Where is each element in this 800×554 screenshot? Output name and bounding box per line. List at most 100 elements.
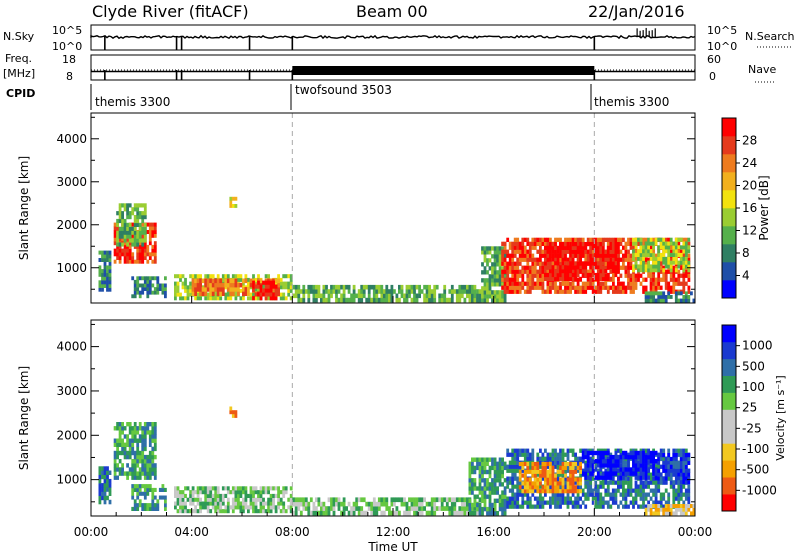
data-cell <box>400 284 404 290</box>
data-cell <box>596 484 600 489</box>
data-cell <box>468 486 472 491</box>
data-cell <box>254 505 258 510</box>
data-cell <box>483 461 487 466</box>
data-cell <box>284 285 288 290</box>
data-cell <box>138 259 142 264</box>
data-cell <box>103 269 107 274</box>
data-cell <box>128 226 132 231</box>
data-cell <box>664 241 668 246</box>
data-cell <box>662 265 666 270</box>
data-cell <box>576 500 580 505</box>
data-cell <box>672 277 676 282</box>
data-cell <box>644 277 648 282</box>
data-cell <box>672 256 676 261</box>
data-cell <box>531 257 535 262</box>
data-cell <box>214 505 218 510</box>
data-cell <box>611 492 615 497</box>
data-cell <box>483 250 487 255</box>
data-cell <box>526 504 530 509</box>
data-cell <box>609 269 613 274</box>
data-cell <box>569 489 572 494</box>
data-cell <box>496 294 499 299</box>
data-cell <box>571 261 575 266</box>
data-cell <box>518 504 522 509</box>
data-cell <box>123 248 127 253</box>
data-cell <box>385 289 389 294</box>
data-cell <box>664 464 668 469</box>
data-cell <box>302 497 306 503</box>
data-cell <box>629 277 633 282</box>
data-cell <box>158 287 162 291</box>
data-cell <box>299 289 303 294</box>
data-cell <box>566 477 570 482</box>
data-cell <box>148 454 152 460</box>
data-cell <box>591 277 595 282</box>
data-cell <box>536 273 540 278</box>
data-cell <box>259 296 263 301</box>
data-cell <box>148 467 152 472</box>
data-cell <box>118 438 122 443</box>
data-cell <box>533 257 537 262</box>
data-cell <box>458 497 462 503</box>
data-cell <box>463 506 467 511</box>
data-cell <box>536 485 540 490</box>
data-cell <box>511 277 515 282</box>
data-cell <box>143 222 147 227</box>
data-cell <box>682 468 686 473</box>
data-cell <box>123 238 127 243</box>
data-cell <box>544 489 547 494</box>
data-cell <box>541 285 545 290</box>
data-cell <box>528 489 532 494</box>
data-cell <box>687 277 691 282</box>
data-cell <box>156 506 160 511</box>
data-cell <box>508 285 512 290</box>
data-cell <box>508 265 512 270</box>
data-cell <box>242 281 245 286</box>
data-cell <box>657 507 661 512</box>
data-cell <box>667 496 671 501</box>
data-cell <box>126 256 129 260</box>
data-cell <box>612 277 615 282</box>
data-cell <box>606 480 610 485</box>
velocity-data-cells <box>98 406 696 516</box>
data-cell <box>551 481 555 486</box>
data-cell <box>551 269 555 274</box>
data-cell <box>511 492 515 497</box>
data-cell <box>591 269 595 274</box>
data-cell <box>546 253 550 258</box>
data-cell <box>644 492 648 497</box>
data-cell <box>649 285 653 290</box>
data-cell <box>148 475 152 480</box>
data-cell <box>679 488 683 493</box>
data-cell <box>325 510 328 516</box>
data-cell <box>684 448 688 453</box>
data-cell <box>460 497 464 503</box>
data-cell <box>513 456 517 461</box>
data-cell <box>493 266 497 271</box>
data-cell <box>551 281 555 286</box>
data-cell <box>274 284 278 289</box>
data-cell <box>521 257 525 262</box>
data-cell <box>526 269 530 274</box>
data-cell <box>471 490 474 495</box>
data-cell <box>418 497 421 503</box>
data-cell <box>138 222 142 227</box>
data-cell <box>546 261 550 266</box>
data-cell <box>216 509 220 514</box>
data-cell <box>576 460 580 465</box>
data-cell <box>138 244 142 249</box>
data-cell <box>143 434 147 439</box>
data-cell <box>674 476 678 481</box>
data-cell <box>506 468 510 473</box>
data-cell <box>133 230 137 235</box>
data-cell <box>556 485 560 490</box>
data-cell <box>234 505 238 510</box>
data-cell <box>549 504 552 509</box>
data-cell <box>229 296 233 301</box>
data-cell <box>518 269 522 274</box>
data-cell <box>579 477 582 482</box>
data-cell <box>508 289 512 294</box>
data-cell <box>269 497 273 502</box>
data-cell <box>304 501 308 507</box>
data-cell <box>574 452 577 457</box>
